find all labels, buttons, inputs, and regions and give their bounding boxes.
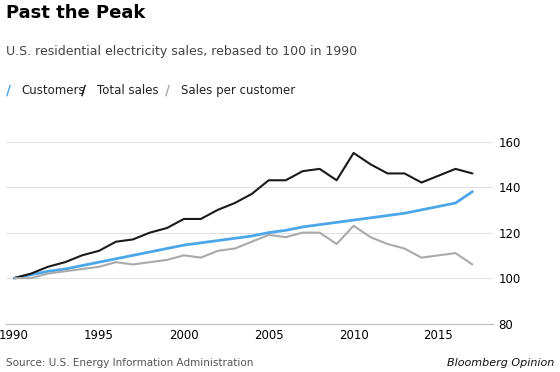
Text: Past the Peak: Past the Peak <box>6 4 145 22</box>
Text: ∕: ∕ <box>6 84 11 98</box>
Text: Sales per customer: Sales per customer <box>181 84 295 97</box>
Text: Customers: Customers <box>21 84 85 97</box>
Text: Total sales: Total sales <box>97 84 158 97</box>
Text: ∕: ∕ <box>81 84 86 98</box>
Text: Bloomberg Opinion: Bloomberg Opinion <box>447 358 554 368</box>
Text: ∕: ∕ <box>165 84 170 98</box>
Text: U.S. residential electricity sales, rebased to 100 in 1990: U.S. residential electricity sales, reba… <box>6 45 357 58</box>
Text: Source: U.S. Energy Information Administration: Source: U.S. Energy Information Administ… <box>6 358 253 368</box>
